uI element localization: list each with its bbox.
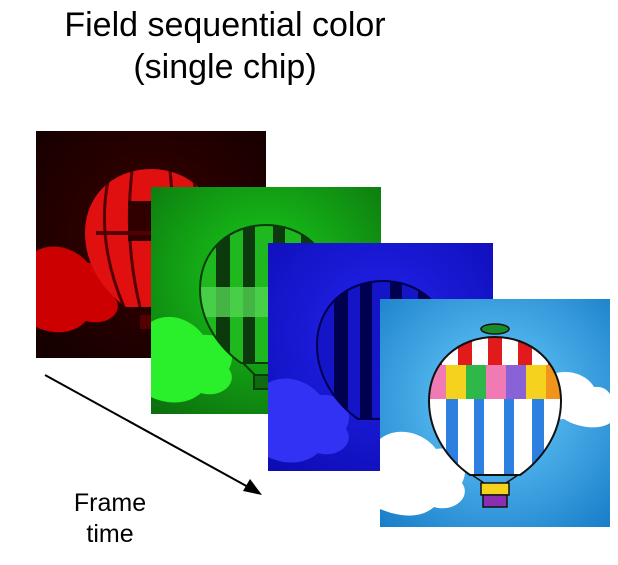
frame-time-label-line-2: time (86, 520, 134, 548)
frame-time-label-line-1: Frame (73, 489, 147, 517)
frame-time-label: Frame time (60, 488, 160, 550)
title-line-2: (single chip) (133, 48, 317, 86)
title-line-1: Field sequential color (64, 6, 386, 44)
title-block: Field sequential color (single chip) (0, 4, 450, 88)
full-color-frame (380, 299, 610, 527)
frame-time-arrow (44, 374, 262, 495)
